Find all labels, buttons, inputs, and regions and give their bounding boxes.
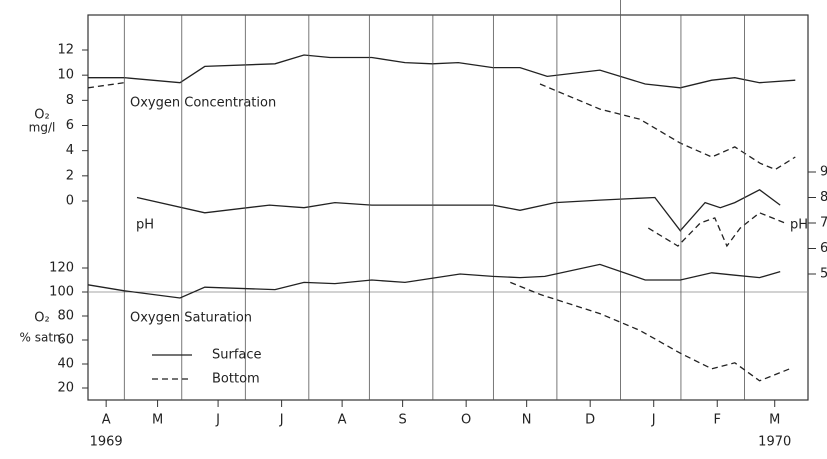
x-tick-label: F — [714, 413, 721, 428]
series-line — [136, 189, 781, 232]
annotation: Oxygen Concentration — [130, 96, 276, 111]
y-tick-label: 2 — [66, 168, 74, 183]
y-tick-label: 10 — [57, 68, 74, 83]
y-tick-label: 5 — [820, 267, 827, 282]
y-tick-label: 4 — [66, 143, 74, 158]
legend-label: Surface — [212, 348, 262, 363]
axis-label-unit: mg/l — [29, 121, 56, 135]
y-tick-label: 0 — [66, 194, 74, 209]
axis-label: O₂ — [34, 311, 49, 326]
x-tick-label: S — [398, 413, 406, 428]
series-line — [88, 54, 796, 89]
plot-frame — [87, 14, 809, 401]
x-tick-label: J — [215, 413, 220, 428]
y-tick-label: 120 — [49, 261, 74, 276]
x-tick-label: O — [461, 413, 471, 428]
y-tick-label: 6 — [66, 118, 74, 133]
series-line — [87, 82, 796, 171]
x-tick-label: M — [152, 413, 163, 428]
series-line — [647, 212, 786, 248]
series-line — [87, 263, 781, 299]
y-tick-label: 6 — [820, 241, 827, 256]
y-tick-label: 8 — [820, 190, 827, 205]
x-tick-label: N — [522, 413, 532, 428]
y-tick-label: 80 — [57, 309, 74, 324]
x-tick-label: J — [651, 413, 656, 428]
x-tick-label: M — [769, 413, 780, 428]
x-tick-label: J — [279, 413, 284, 428]
y-tick-label: 40 — [57, 357, 74, 372]
y-tick-label: 7 — [820, 216, 827, 231]
axis-label-unit: % satn. — [20, 331, 65, 345]
y-tick-label: 12 — [57, 43, 74, 58]
axis-label: O₂ — [34, 108, 49, 123]
x-tick-label: A — [338, 413, 347, 428]
x-tick-label: D — [585, 413, 595, 428]
y-tick-label: 60 — [57, 333, 74, 348]
y-tick-label: 9 — [820, 165, 827, 180]
y-tick-label: 100 — [49, 285, 74, 300]
annotation: pH — [136, 218, 154, 233]
y-tick-label: 8 — [66, 93, 74, 108]
year-label: 1969 — [90, 435, 123, 450]
axis-label: pH — [790, 218, 808, 233]
annotation: Oxygen Saturation — [130, 311, 252, 326]
y-tick-label: 20 — [57, 381, 74, 396]
legend-label: Bottom — [212, 372, 260, 387]
x-tick-label: A — [102, 413, 111, 428]
series-line — [510, 281, 791, 382]
year-label: 1970 — [758, 435, 791, 450]
